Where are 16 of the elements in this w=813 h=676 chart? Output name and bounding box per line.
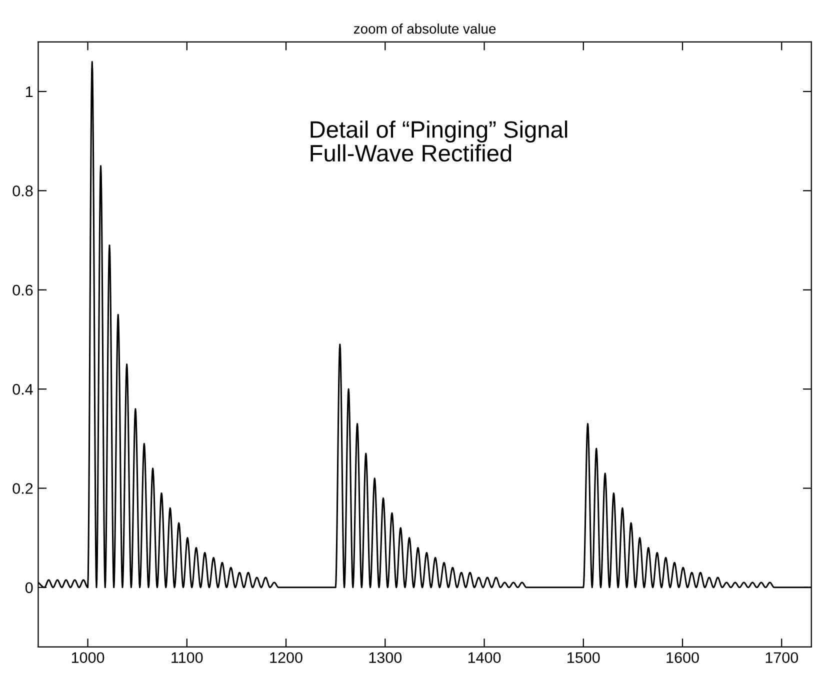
x-tick-label: 1300 bbox=[369, 652, 402, 664]
y-tick-label: 0.8 bbox=[12, 186, 33, 196]
y-tick-label: 0.6 bbox=[12, 284, 33, 296]
annotation: Detail of “Pinging” Signal Full-Wave Rectified bbox=[310, 120, 568, 162]
y-tick-label: 1 bbox=[26, 86, 33, 98]
x-tick-label: 1500 bbox=[568, 652, 600, 664]
x-tick-label: 1200 bbox=[270, 652, 302, 664]
y-tick-label: 0.2 bbox=[12, 483, 33, 494]
x-tick-label: 1600 bbox=[666, 652, 699, 664]
x-tick-label: 1400 bbox=[468, 652, 501, 664]
y-tick-label: 0 bbox=[25, 582, 33, 594]
x-tick-label: 1700 bbox=[766, 652, 798, 664]
x-tick-label: 1000 bbox=[72, 652, 104, 664]
x-tick-label: 1100 bbox=[172, 652, 203, 664]
y-tick-label: 0.4 bbox=[12, 384, 33, 395]
chart-title: zoom of absolute value bbox=[354, 24, 496, 34]
